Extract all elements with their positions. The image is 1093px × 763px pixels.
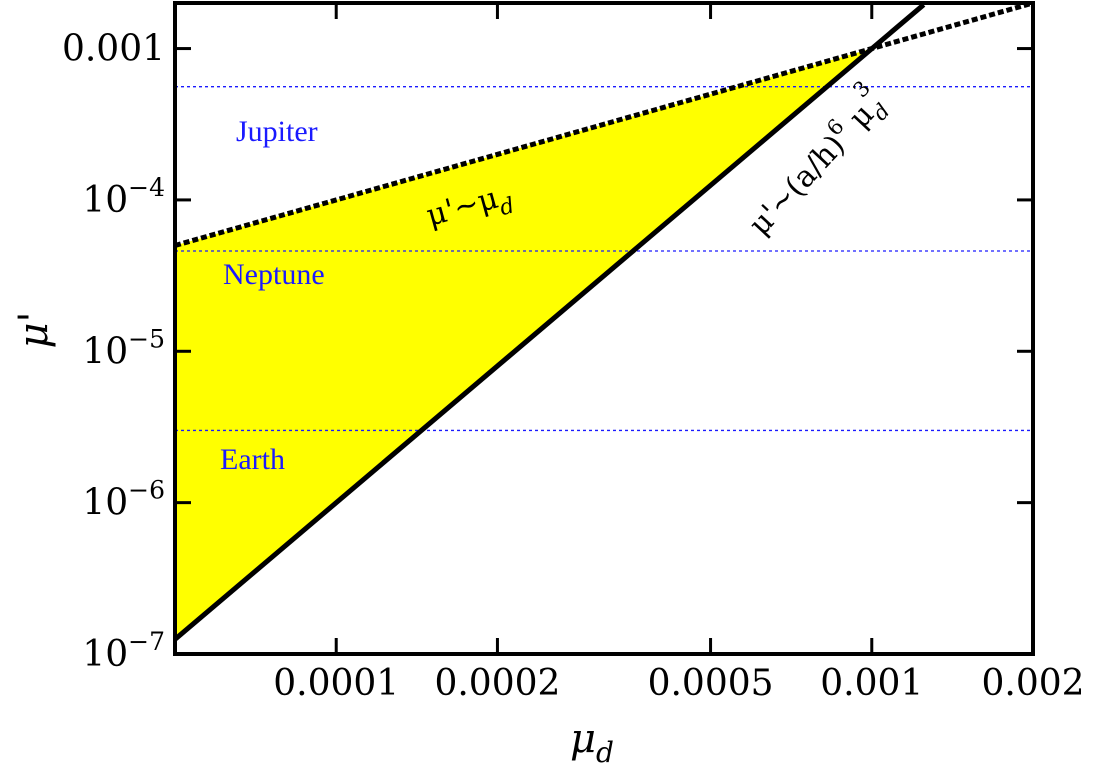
y-tick-label: 10−4 xyxy=(82,173,165,221)
plot-area: Jupiter Neptune Earth xyxy=(175,3,1033,642)
series-line-lower xyxy=(175,3,926,642)
planet-label-neptune: Neptune xyxy=(223,258,325,291)
series-line-upper xyxy=(175,3,1033,248)
lower-line-label-exp3: 3 xyxy=(848,76,875,102)
x-axis-title: μd xyxy=(570,716,614,763)
plot-clip-group xyxy=(175,3,1033,642)
y-tick-label-exponent: −5 xyxy=(128,324,165,353)
y-tick-label-base: 10 xyxy=(82,634,128,675)
upper-line-label-sub: d xyxy=(497,193,517,221)
y-tick-label-base: 10 xyxy=(82,180,128,221)
x-tick-label: 0.0005 xyxy=(648,663,774,704)
y-axis-title: μ' xyxy=(11,312,57,349)
x-tick-label: 0.0002 xyxy=(434,663,560,704)
y-tick-label: 10−5 xyxy=(82,324,165,372)
x-axis-title-main: μ xyxy=(570,716,596,762)
y-tick-label-exponent: −6 xyxy=(128,476,165,505)
y-tick-label-base: 0.001 xyxy=(62,29,165,70)
planet-label-earth: Earth xyxy=(220,443,285,476)
y-tick-label: 10−7 xyxy=(82,627,165,675)
y-tick-label: 10−6 xyxy=(82,476,165,524)
y-tick-label: 0.001 xyxy=(62,29,165,70)
y-tick-label-exponent: −4 xyxy=(128,173,165,202)
y-tick-label-exponent: −7 xyxy=(128,627,165,656)
x-tick-label: 0.0001 xyxy=(273,663,399,704)
plot-frame xyxy=(173,1,1035,656)
x-tick-label: 0.001 xyxy=(820,663,923,704)
axis-ticks: 0.0001 0.0002 0.0005 0.001 0.0020.00110−410−… xyxy=(62,3,1085,704)
y-tick-label-base: 10 xyxy=(82,483,128,524)
x-tick-label: 0.002 xyxy=(981,663,1084,704)
x-axis-title-sub: d xyxy=(596,736,614,763)
y-tick-label-base: 10 xyxy=(82,331,128,372)
planet-label-jupiter: Jupiter xyxy=(236,115,318,148)
